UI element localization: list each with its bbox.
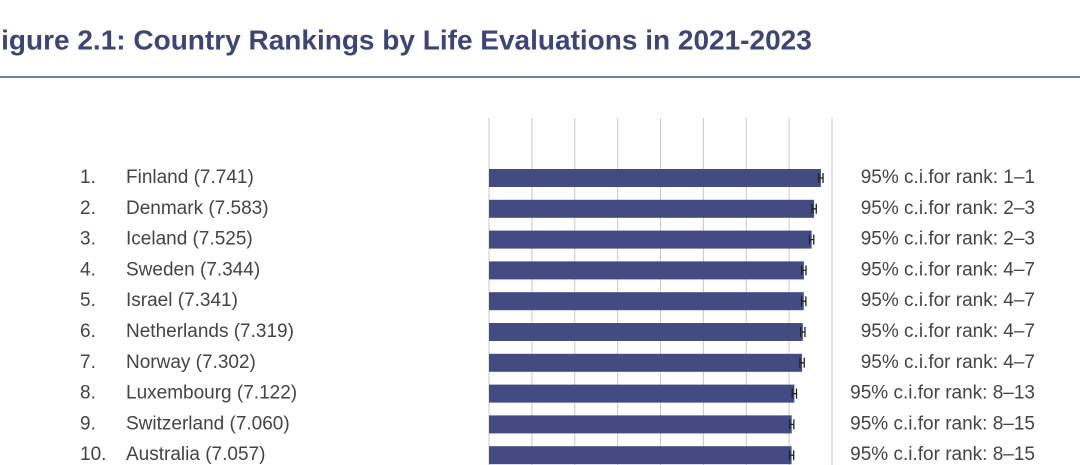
bar (489, 261, 804, 280)
category-label: Luxembourg (7.122) (126, 383, 297, 404)
error-bar (800, 296, 807, 307)
ci-annotation: 95% c.i.for rank: 2–3 (861, 229, 1035, 250)
rank-label: 3. (80, 229, 96, 250)
error-bar (818, 173, 824, 183)
ci-annotation: 95% c.i.for rank: 4–7 (861, 321, 1035, 342)
error-bar (799, 357, 805, 368)
ci-annotation: 95% c.i.for rank: 4–7 (861, 352, 1035, 373)
category-label: Norway (7.302) (126, 352, 256, 373)
ci-annotation: 95% c.i.for rank: 8–15 (850, 444, 1035, 465)
bar (489, 230, 812, 249)
ci-annotation: 95% c.i.for rank: 8–13 (850, 383, 1035, 404)
error-bar (801, 265, 807, 276)
bar (489, 323, 803, 341)
rank-label: 1. (80, 167, 96, 188)
error-bar (811, 203, 817, 214)
rank-label: 4. (80, 259, 96, 280)
category-label: Switzerland (7.060) (126, 413, 290, 434)
bar (489, 353, 803, 372)
chart-title: Figure 2.1: Country Rankings by Life Eva… (0, 24, 812, 55)
rank-label: 8. (80, 383, 96, 404)
bar (489, 169, 821, 187)
ci-annotation: 95% c.i.for rank: 4–7 (861, 290, 1035, 311)
error-bar (791, 388, 798, 399)
bar (489, 292, 804, 311)
category-label: Netherlands (7.319) (126, 321, 294, 342)
error-bar (800, 327, 806, 337)
ci-annotation: 95% c.i.for rank: 2–3 (861, 198, 1035, 219)
rank-label: 9. (80, 413, 96, 434)
rank-label: 6. (80, 321, 96, 342)
bar (489, 384, 795, 403)
rank-label: 7. (80, 352, 96, 373)
error-bar (788, 419, 795, 430)
bar (489, 446, 792, 465)
ci-annotation: 95% c.i.for rank: 4–7 (861, 259, 1035, 280)
bar (489, 415, 792, 434)
category-label: Denmark (7.583) (126, 198, 269, 219)
category-label: Australia (7.057) (126, 444, 265, 465)
bar (489, 199, 815, 218)
category-label: Israel (7.341) (126, 290, 238, 311)
rank-label: 10. (80, 444, 106, 465)
category-label: Sweden (7.344) (126, 259, 260, 280)
category-label: Iceland (7.525) (126, 229, 253, 250)
error-bar (788, 450, 795, 461)
rank-label: 2. (80, 198, 96, 219)
ci-annotation: 95% c.i.for rank: 1–1 (861, 167, 1035, 188)
category-label: Finland (7.741) (126, 167, 254, 188)
error-bar (808, 234, 815, 245)
rank-label: 5. (80, 290, 96, 311)
ci-annotation: 95% c.i.for rank: 8–15 (850, 413, 1035, 434)
